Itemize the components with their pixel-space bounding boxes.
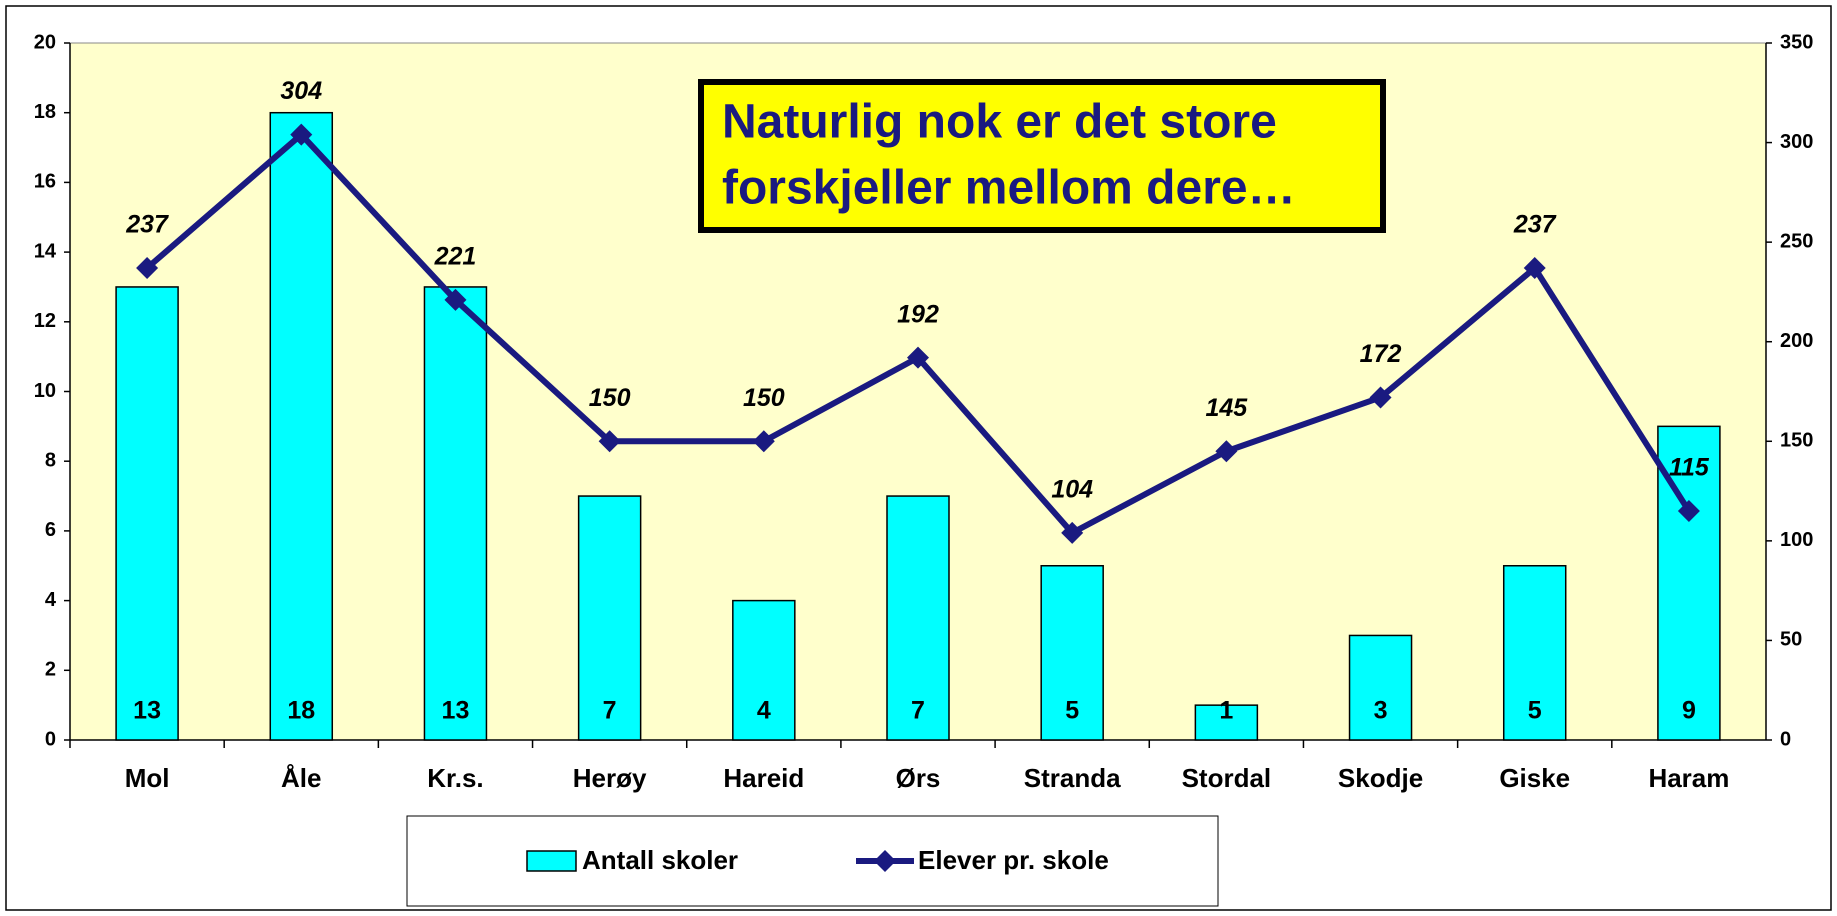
bar-value-label: 5	[1528, 697, 1542, 725]
y-tick-label: 0	[45, 728, 56, 750]
line-value-label: 145	[1206, 394, 1249, 422]
bar	[423, 286, 488, 741]
annotation-box	[698, 79, 1386, 233]
y-tick-label: 6	[45, 519, 56, 541]
bar-value-label: 13	[133, 697, 161, 725]
line-marker	[752, 430, 775, 453]
line-marker	[136, 257, 159, 280]
y-tick-label: 20	[34, 31, 56, 53]
line-marker	[1369, 386, 1392, 409]
bar-value-label: 7	[911, 697, 925, 725]
y-tick-label: 14	[34, 240, 57, 262]
line-marker	[1677, 499, 1700, 522]
y2-tick-label: 150	[1780, 430, 1813, 452]
annotation-text: forskjeller mellom dere…	[722, 162, 1296, 215]
x-tick-label: Mol	[125, 763, 170, 793]
line-marker	[1061, 521, 1084, 544]
legend-marker	[874, 850, 896, 872]
y-tick-label: 16	[34, 171, 56, 193]
line-value-label: 237	[125, 211, 169, 239]
bar	[115, 286, 179, 741]
x-tick-label: Hareid	[723, 763, 804, 793]
line-value-label: 150	[589, 384, 631, 412]
bar-value-label: 9	[1682, 697, 1696, 725]
line-marker	[444, 288, 467, 311]
bar-value-label: 1	[1219, 697, 1233, 725]
y2-tick-label: 250	[1780, 230, 1813, 252]
line-value-label: 115	[1669, 454, 1710, 482]
x-tick-label: Skodje	[1338, 763, 1423, 793]
bar	[1194, 704, 1259, 741]
x-tick-label: Ørs	[896, 763, 941, 793]
line-value-label: 221	[434, 243, 477, 271]
bar	[269, 111, 334, 741]
line-value-label: 304	[280, 77, 322, 105]
y2-tick-label: 100	[1780, 529, 1813, 551]
line-marker	[1523, 257, 1546, 280]
y2-tick-label: 0	[1780, 728, 1791, 750]
line-value-label: 192	[897, 300, 939, 328]
x-tick-label: Herøy	[573, 763, 647, 793]
bar-value-label: 4	[757, 697, 771, 725]
y-tick-label: 10	[34, 380, 56, 402]
x-tick-label: Åle	[281, 763, 321, 793]
bar-value-label: 18	[287, 697, 315, 725]
y2-tick-label: 200	[1780, 330, 1813, 352]
x-tick-label: Stordal	[1182, 763, 1272, 793]
line-marker	[290, 123, 313, 146]
bar-value-label: 7	[603, 697, 617, 725]
x-tick-label: Haram	[1648, 763, 1729, 793]
y-tick-label: 2	[45, 659, 56, 681]
line-value-label: 172	[1360, 340, 1402, 368]
line-value-label: 150	[743, 384, 785, 412]
bar	[886, 495, 950, 741]
y-tick-label: 12	[34, 310, 56, 332]
y-tick-label: 8	[45, 449, 56, 471]
line-marker	[907, 346, 929, 369]
x-tick-label: Stranda	[1024, 763, 1121, 793]
bar	[732, 599, 796, 741]
y-tick-label: 4	[45, 589, 57, 611]
x-tick-label: Giske	[1499, 763, 1570, 793]
bar	[1348, 634, 1413, 741]
bar	[1502, 565, 1567, 741]
annotation-text: Naturlig nok er det store	[722, 96, 1277, 149]
bar-value-label: 3	[1374, 697, 1388, 725]
bar-value-label: 13	[442, 697, 470, 725]
bar-value-label: 5	[1065, 697, 1079, 725]
legend-label: Antall skoler	[582, 845, 738, 875]
legend-label: Elever pr. skole	[918, 845, 1109, 875]
x-tick-label: Kr.s.	[427, 763, 483, 793]
line-value-label: 104	[1051, 476, 1093, 504]
line-value-label: 237	[1513, 211, 1557, 239]
y2-tick-label: 350	[1780, 31, 1813, 53]
bar	[577, 495, 642, 741]
bar	[1040, 565, 1104, 741]
legend-swatch	[526, 850, 577, 872]
line-marker	[1215, 440, 1238, 463]
line-marker	[598, 430, 621, 453]
y2-tick-label: 300	[1780, 131, 1813, 153]
y2-tick-label: 50	[1780, 629, 1802, 651]
y-tick-label: 18	[34, 101, 56, 123]
